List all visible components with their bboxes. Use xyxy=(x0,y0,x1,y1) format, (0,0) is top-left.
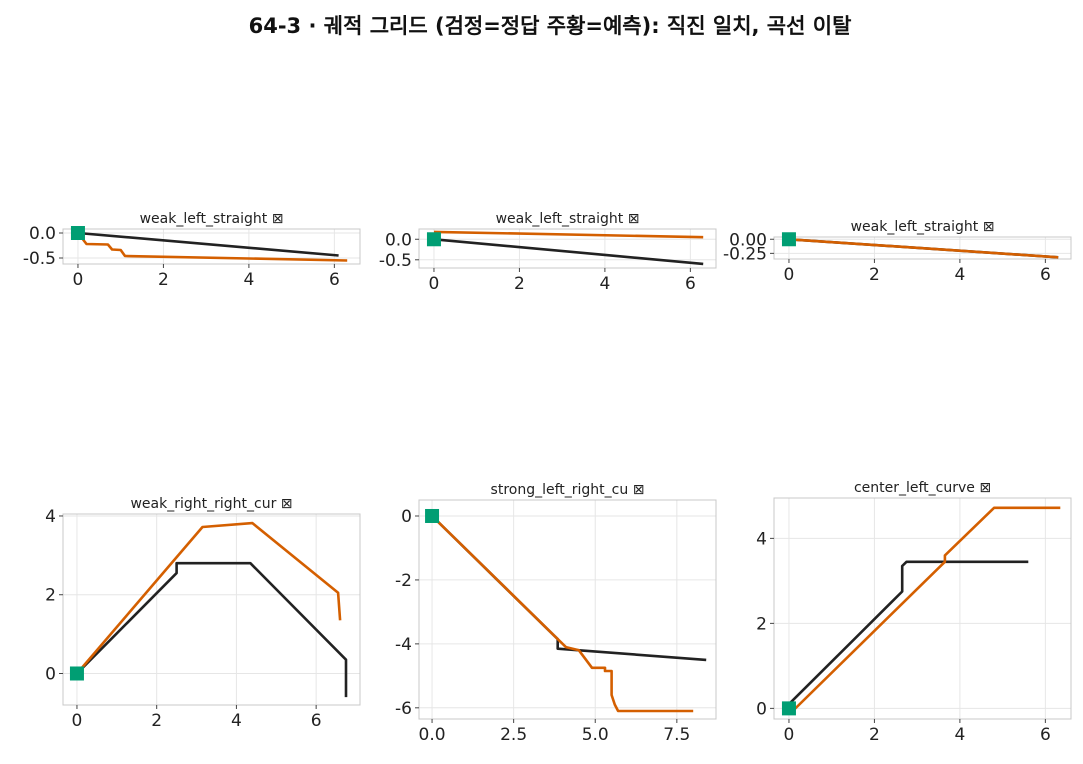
x-tick-label: 6 xyxy=(1040,725,1051,745)
axes-frame xyxy=(773,236,1072,260)
axes-frame xyxy=(418,228,717,269)
x-tick-label: 0.0 xyxy=(419,725,446,745)
subplot-title: center_left_curve ⊠ xyxy=(854,480,991,496)
y-tick-label: -0.5 xyxy=(23,249,56,269)
x-tick-label: 4 xyxy=(599,274,610,294)
y-tick-label: 4 xyxy=(45,507,56,527)
x-tick-label: 6 xyxy=(329,270,340,290)
start-marker xyxy=(425,508,440,523)
prediction-trajectory-line xyxy=(76,521,342,675)
x-tick-label: 2 xyxy=(514,274,525,294)
x-tick-label: 0 xyxy=(73,270,84,290)
subplot-2: weak_left_straight ⊠ 0 2 4 6 0.0-0.5 xyxy=(379,211,717,294)
figure-title: 64-3 · 궤적 그리드 (검정=정답 주황=예측): 직진 일치, 곡선 이… xyxy=(249,14,852,38)
x-tick-label: 4 xyxy=(243,270,254,290)
subplot-title: weak_left_straight ⊠ xyxy=(140,211,284,227)
axes-frame xyxy=(62,228,361,265)
x-tick-label: 0 xyxy=(429,274,440,294)
start-marker xyxy=(781,232,796,247)
x-tick-label: 4 xyxy=(954,725,965,745)
start-marker xyxy=(70,226,85,240)
y-tick-label: 0.0 xyxy=(385,230,412,250)
truth-trajectory-line xyxy=(788,560,1029,706)
x-tick-label: 2 xyxy=(158,270,169,290)
y-tick-label: -2 xyxy=(395,571,412,591)
prediction-trajectory-line xyxy=(788,238,1059,259)
x-tick-label: 2.5 xyxy=(500,725,527,745)
subplot-title: weak_left_straight ⊠ xyxy=(496,211,640,227)
y-tick-label: 0 xyxy=(45,664,56,684)
y-tick-label: 2 xyxy=(756,614,767,634)
y-tick-label: -0.5 xyxy=(379,251,412,271)
subplot-title: weak_left_straight ⊠ xyxy=(851,219,995,235)
y-tick-label: -6 xyxy=(395,699,412,719)
prediction-trajectory-line xyxy=(431,515,694,713)
y-tick-label: 0 xyxy=(756,699,767,719)
subplot-1: weak_left_straight ⊠ 0 2 4 6 0.0 -0.5 xyxy=(23,211,361,290)
x-tick-label: 6 xyxy=(1040,265,1051,285)
subplot-title: weak_right_right_cur ⊠ xyxy=(130,496,292,512)
y-tick-label: 0.0 xyxy=(29,224,56,244)
prediction-trajectory-line xyxy=(792,506,1061,712)
x-tick-label: 2 xyxy=(151,711,162,731)
y-tick-label: 4 xyxy=(756,529,767,549)
axes-frame xyxy=(62,513,361,706)
y-tick-label: 0.00 xyxy=(729,230,767,250)
axes-frame xyxy=(418,499,717,720)
prediction-trajectory-line xyxy=(76,232,348,262)
x-tick-label: 2 xyxy=(869,265,880,285)
start-marker xyxy=(69,666,84,681)
prediction-trajectory-line xyxy=(433,230,704,239)
x-tick-label: 0 xyxy=(72,711,83,731)
x-tick-label: 0 xyxy=(784,725,795,745)
y-tick-label: -4 xyxy=(395,635,412,655)
subplot-5: strong_left_right_cu ⊠ 0.0 2.5 5.0 7.5 0 -2 -4 -… xyxy=(395,482,717,745)
truth-trajectory-line xyxy=(431,515,707,662)
x-tick-label: 0 xyxy=(784,265,795,285)
subplot-3: weak_left_straight ⊠ 0 2 4 6 0.00-0.25 xyxy=(723,219,1072,285)
start-marker xyxy=(781,701,796,716)
truth-trajectory-line xyxy=(433,238,704,266)
x-tick-label: 4 xyxy=(231,711,242,731)
x-tick-label: 5.0 xyxy=(582,725,609,745)
axes-frame xyxy=(773,497,1072,720)
subplot-4: weak_right_right_cur ⊠ 0 2 4 6 0 2 4 xyxy=(45,496,361,731)
y-tick-label: -0.25 xyxy=(723,244,767,264)
y-tick-label: 0 xyxy=(401,507,412,527)
start-marker xyxy=(426,232,441,247)
x-tick-label: 2 xyxy=(869,725,880,745)
truth-trajectory-line xyxy=(76,561,348,698)
y-tick-label: 2 xyxy=(45,586,56,606)
subplot-6: center_left_curve ⊠ 0 2 4 6 0 2 4 xyxy=(756,480,1072,745)
x-tick-label: 7.5 xyxy=(663,725,690,745)
truth-trajectory-line xyxy=(77,231,339,257)
subplot-title: strong_left_right_cu ⊠ xyxy=(491,482,645,498)
x-tick-label: 6 xyxy=(311,711,322,731)
x-tick-label: 4 xyxy=(954,265,965,285)
panel-grid: weak_left_straight ⊠0 2 4 60.0-0.5weak_left… xyxy=(23,211,1072,745)
x-tick-label: 6 xyxy=(685,274,696,294)
